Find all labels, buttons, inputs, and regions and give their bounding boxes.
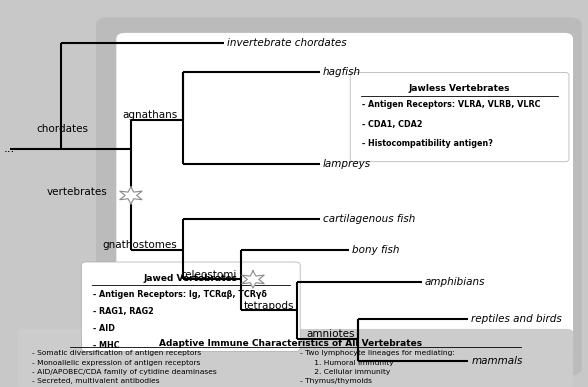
Text: - Somatic diversification of antigen receptors: - Somatic diversification of antigen rec… bbox=[32, 350, 201, 356]
Text: Jawless Vertebrates: Jawless Vertebrates bbox=[409, 84, 510, 93]
FancyBboxPatch shape bbox=[96, 17, 582, 375]
Text: teleostomi: teleostomi bbox=[182, 270, 238, 280]
FancyBboxPatch shape bbox=[350, 72, 569, 162]
Text: - Thymus/thymoids: - Thymus/thymoids bbox=[300, 378, 372, 384]
Text: - AID/APOBEC/CDA family of cytidine deaminases: - AID/APOBEC/CDA family of cytidine deam… bbox=[32, 369, 217, 375]
Text: reptiles and birds: reptiles and birds bbox=[471, 314, 562, 324]
Text: - MHC: - MHC bbox=[93, 341, 120, 350]
Text: invertebrate chordates: invertebrate chordates bbox=[227, 38, 346, 48]
Text: 2. Cellular immunity: 2. Cellular immunity bbox=[300, 369, 390, 375]
Text: lampreys: lampreys bbox=[323, 159, 371, 170]
FancyBboxPatch shape bbox=[82, 262, 300, 351]
Text: - CDA1, CDA2: - CDA1, CDA2 bbox=[362, 120, 422, 128]
Text: - RAG1, RAG2: - RAG1, RAG2 bbox=[93, 307, 154, 316]
Text: - Monoallelic expression of antigen receptors: - Monoallelic expression of antigen rece… bbox=[32, 360, 201, 366]
Polygon shape bbox=[242, 271, 264, 288]
Text: - Two lymphocyte lineages for mediating:: - Two lymphocyte lineages for mediating: bbox=[300, 350, 455, 356]
Text: cartilagenous fish: cartilagenous fish bbox=[323, 214, 415, 224]
Text: chordates: chordates bbox=[36, 124, 88, 134]
Text: hagfish: hagfish bbox=[323, 67, 361, 77]
Text: tetrapods: tetrapods bbox=[243, 301, 294, 311]
Text: 1. Humoral immunity: 1. Humoral immunity bbox=[300, 360, 393, 366]
Text: - AID: - AID bbox=[93, 324, 115, 333]
Text: gnathostomes: gnathostomes bbox=[103, 240, 178, 250]
Text: ...: ... bbox=[4, 142, 15, 156]
Text: bony fish: bony fish bbox=[352, 245, 399, 255]
Text: agnathans: agnathans bbox=[122, 110, 178, 120]
Text: Adaptive Immune Characteristics of All Vertebrates: Adaptive Immune Characteristics of All V… bbox=[159, 339, 422, 348]
Text: - Histocompatibility antigen?: - Histocompatibility antigen? bbox=[362, 139, 493, 148]
Text: - Antigen Receptors: Ig, TCRαβ, TCRγδ: - Antigen Receptors: Ig, TCRαβ, TCRγδ bbox=[93, 290, 267, 299]
Text: - Secreted, multivalent antibodies: - Secreted, multivalent antibodies bbox=[32, 378, 159, 384]
FancyBboxPatch shape bbox=[116, 33, 573, 194]
Text: mammals: mammals bbox=[471, 356, 523, 366]
Text: - Antigen Receptors: VLRA, VLRB, VLRC: - Antigen Receptors: VLRA, VLRB, VLRC bbox=[362, 100, 540, 109]
Text: amniotes: amniotes bbox=[306, 329, 355, 339]
Text: Jawed Vertebrates: Jawed Vertebrates bbox=[144, 274, 238, 283]
Text: vertebrates: vertebrates bbox=[47, 187, 108, 197]
FancyBboxPatch shape bbox=[116, 184, 573, 360]
FancyBboxPatch shape bbox=[18, 329, 573, 387]
Text: amphibians: amphibians bbox=[425, 277, 485, 287]
Polygon shape bbox=[120, 187, 142, 204]
